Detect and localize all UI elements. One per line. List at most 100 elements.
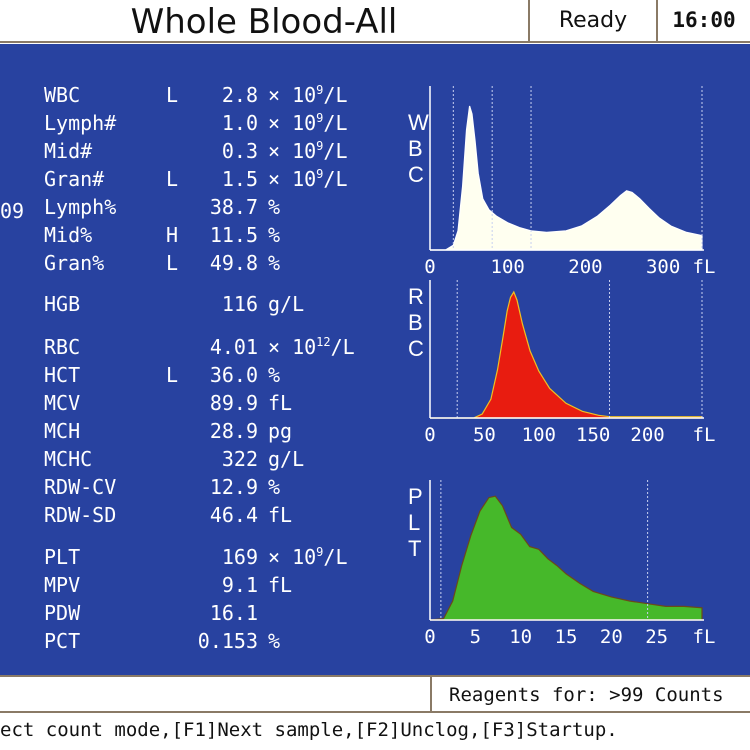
param-value: 38.7 <box>209 195 258 219</box>
param-flag: L <box>166 251 179 275</box>
param-unit: fL <box>268 503 292 527</box>
param-unit: fL <box>268 573 292 597</box>
message-field <box>0 677 432 711</box>
param-name: RBC <box>44 335 81 359</box>
param-value: 11.5 <box>209 223 258 247</box>
param-unit: % <box>268 251 280 275</box>
histogram-label-letter: L <box>408 510 420 535</box>
histogram-label-letter: C <box>408 336 424 361</box>
unit-suffix: /L <box>323 545 348 569</box>
unit-prefix: % <box>268 475 281 499</box>
param-unit: × 109/L <box>268 111 348 135</box>
reagent-bar: Reagents for: >99 Counts <box>0 675 750 713</box>
results-panel: 09 WBC L 2.8 × 109/L Lymph# 1.0 × 109/L Mid# 0.3… <box>0 44 750 675</box>
x-tick-label: 200 <box>568 256 602 278</box>
histogram-rbc: RBC 0 50 100 150 200 fL <box>408 280 716 446</box>
unit-prefix: × 10 <box>268 167 317 191</box>
x-tick-label: 200 <box>630 424 664 446</box>
param-unit: g/L <box>268 447 304 471</box>
unit-exponent: 9 <box>316 167 324 181</box>
unit-suffix: /L <box>330 335 355 359</box>
param-unit: fL <box>268 391 292 415</box>
histogram-curve <box>429 495 703 621</box>
param-unit: % <box>268 223 280 247</box>
unit-prefix: pg <box>268 419 293 443</box>
param-unit: % <box>268 195 280 219</box>
param-flag: L <box>166 363 179 387</box>
unit-prefix: g/L <box>268 447 305 471</box>
function-key-hints: ect count mode,[F1]Next sample,[F2]Unclo… <box>0 719 618 741</box>
histogram-curve <box>430 290 703 419</box>
x-tick-label: 100 <box>522 424 556 446</box>
param-value: 4.01 <box>209 335 258 359</box>
x-unit-label: fL <box>693 256 716 278</box>
unit-prefix: % <box>268 363 281 387</box>
unit-prefix: × 10 <box>268 335 317 359</box>
cut-off-text: 09 <box>0 199 25 223</box>
param-value: 16.1 <box>209 601 258 625</box>
param-value: 46.4 <box>209 503 258 527</box>
param-value: 9.1 <box>221 573 258 597</box>
unit-suffix: /L <box>323 139 348 163</box>
param-unit: × 109/L <box>268 545 348 569</box>
unit-suffix: /L <box>323 83 348 107</box>
param-name: Mid# <box>44 139 93 163</box>
param-value: 12.9 <box>209 475 258 499</box>
title-bar: Whole Blood-All Ready 16:00 <box>0 0 750 43</box>
unit-exponent: 9 <box>316 83 324 97</box>
param-name: HGB <box>44 292 81 316</box>
hint-bar: ect count mode,[F1]Next sample,[F2]Unclo… <box>0 713 750 750</box>
unit-prefix: % <box>268 223 281 247</box>
x-tick-label: 20 <box>600 626 623 648</box>
unit-suffix: /L <box>323 111 348 135</box>
x-tick-label: 0 <box>424 626 435 648</box>
param-name: RDW-CV <box>44 475 117 499</box>
param-name: Gran% <box>44 251 105 275</box>
param-value: 1.5 <box>221 167 258 191</box>
param-flag: L <box>166 167 179 191</box>
param-name: MPV <box>44 573 81 597</box>
param-name: Lymph% <box>44 195 117 219</box>
param-value: 1.0 <box>221 111 258 135</box>
x-unit-label: fL <box>693 424 716 446</box>
x-tick-label: 100 <box>491 256 525 278</box>
param-name: Mid% <box>44 223 93 247</box>
unit-prefix: × 10 <box>268 111 317 135</box>
param-value: 89.9 <box>209 391 258 415</box>
param-unit: × 109/L <box>268 167 348 191</box>
param-name: Lymph# <box>44 111 117 135</box>
x-tick-label: 15 <box>555 626 578 648</box>
param-unit: % <box>268 475 280 499</box>
histogram-curve <box>430 105 703 251</box>
param-value: 36.0 <box>209 363 258 387</box>
histogram-label-letter: P <box>408 484 423 509</box>
param-value: 49.8 <box>209 251 258 275</box>
histogram-label-letter: C <box>408 162 424 187</box>
unit-prefix: % <box>268 251 281 275</box>
clock: 16:00 <box>672 8 736 32</box>
x-tick-label: 150 <box>576 424 610 446</box>
x-unit-label: fL <box>693 626 716 648</box>
x-tick-label: 5 <box>470 626 481 648</box>
unit-exponent: 9 <box>316 139 324 153</box>
param-unit: pg <box>268 419 292 443</box>
x-tick-label: 300 <box>646 256 680 278</box>
param-name: HCT <box>44 363 81 387</box>
param-value: 169 <box>221 545 258 569</box>
unit-prefix: % <box>268 629 281 653</box>
status-indicator: Ready <box>530 0 658 41</box>
unit-prefix: fL <box>268 573 293 597</box>
unit-exponent: 9 <box>316 111 324 125</box>
param-unit: g/L <box>268 292 304 316</box>
param-unit: × 109/L <box>268 139 348 163</box>
param-name: MCH <box>44 419 81 443</box>
unit-prefix: × 10 <box>268 139 317 163</box>
unit-suffix: /L <box>323 167 348 191</box>
x-tick-label: 0 <box>424 424 435 446</box>
reagent-status: Reagents for: >99 Counts <box>449 684 724 706</box>
param-unit: % <box>268 363 280 387</box>
param-name: WBC <box>44 83 81 107</box>
param-name: PLT <box>44 545 81 569</box>
param-flag: L <box>166 83 179 107</box>
param-name: MCV <box>44 391 81 415</box>
